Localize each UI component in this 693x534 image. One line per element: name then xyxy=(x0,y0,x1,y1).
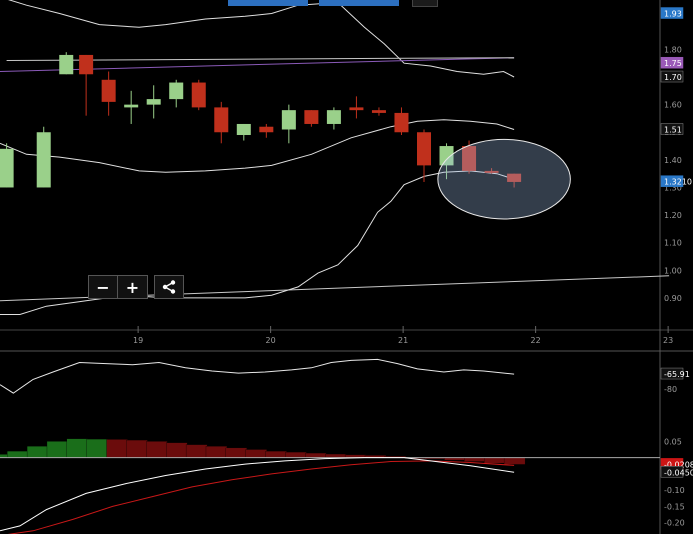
macd-tick-label: 0.05 xyxy=(664,437,682,446)
histogram-bar xyxy=(245,449,267,458)
price-tag-bg xyxy=(660,7,684,19)
y-tick-label: 1.10 xyxy=(664,239,682,248)
candle-body[interactable] xyxy=(281,110,296,130)
y-tick-label: 1.00 xyxy=(664,266,682,275)
candle-body[interactable] xyxy=(439,146,454,166)
toolbar-button-3[interactable] xyxy=(412,0,438,7)
histogram-bar xyxy=(46,441,69,458)
candle-body[interactable] xyxy=(59,54,74,75)
zoom-in-button[interactable]: + xyxy=(118,275,148,299)
histogram-bar xyxy=(285,451,307,458)
candle-body[interactable] xyxy=(484,170,499,173)
candle-body[interactable] xyxy=(169,82,184,100)
price-tag: 1.93 xyxy=(664,10,682,19)
candle-body[interactable] xyxy=(146,99,161,105)
y-tick-label: 0.90 xyxy=(664,294,682,303)
macd-tag: -0.0208 xyxy=(664,460,693,469)
x-tick-label: 21 xyxy=(398,336,408,345)
y-tick-label: 1.60 xyxy=(664,101,682,110)
macd-line xyxy=(0,457,515,532)
histogram-bar xyxy=(106,439,128,458)
y-tick-label: 1.80 xyxy=(664,45,682,54)
candle-body[interactable] xyxy=(79,54,94,75)
candle-body[interactable] xyxy=(462,146,477,171)
x-tick-label: 20 xyxy=(266,336,276,345)
histogram-bar xyxy=(464,457,486,462)
histogram-bar xyxy=(146,441,168,458)
zoom-controls: − + xyxy=(88,275,184,299)
x-tick-label: 23 xyxy=(663,336,673,345)
histogram-bar xyxy=(225,447,248,458)
histogram-bar xyxy=(185,444,208,458)
macd-tick-label: -0.10 xyxy=(664,486,685,495)
candle-body[interactable] xyxy=(349,107,364,111)
macd-tick-label: -0.15 xyxy=(664,502,685,511)
price-tag: 1.75 xyxy=(664,59,682,68)
histogram-bar xyxy=(325,453,347,458)
price-tag: 1.70 xyxy=(664,73,682,82)
macd-tag-bg xyxy=(660,466,684,478)
histogram-bar xyxy=(166,442,188,458)
histogram-bar xyxy=(66,438,88,458)
osc-tag-bg xyxy=(660,367,684,380)
price-tag-bg xyxy=(660,123,684,135)
toolbar-button-1[interactable] xyxy=(228,0,308,6)
middle-band-line xyxy=(0,119,515,173)
histogram-bar xyxy=(305,452,327,458)
lower-band-line xyxy=(0,170,515,315)
candle-body[interactable] xyxy=(0,148,14,188)
price-tag-bg xyxy=(660,175,684,187)
price-tag: 1.51 xyxy=(664,125,682,134)
candle-body[interactable] xyxy=(417,132,431,166)
candle-body[interactable] xyxy=(259,126,274,133)
signal-line xyxy=(7,460,515,534)
candle-body[interactable] xyxy=(371,110,386,113)
y-tick-label: 1.20 xyxy=(664,211,682,220)
price-tag-bg xyxy=(660,70,684,83)
histogram-bar xyxy=(503,457,526,465)
highlight-ellipse xyxy=(437,138,571,220)
candle-body[interactable] xyxy=(101,79,116,102)
zoom-group: − + xyxy=(88,275,148,299)
share-button[interactable] xyxy=(154,275,184,299)
histogram-bar xyxy=(205,446,228,458)
osc-tag: -65.91 xyxy=(664,370,690,379)
oscillator-line xyxy=(0,358,515,394)
macd-tag: -0.0450 xyxy=(664,468,693,477)
y-tick-label: 1.30 xyxy=(664,183,682,192)
histogram-bar xyxy=(265,450,287,458)
price-tag-bg xyxy=(660,56,684,69)
candle-body[interactable] xyxy=(507,173,522,182)
x-tick-label: 19 xyxy=(133,336,143,345)
candle-body[interactable] xyxy=(394,112,409,133)
histogram-bar xyxy=(26,446,49,458)
upper-band-line xyxy=(8,0,515,78)
candle-body[interactable] xyxy=(326,110,341,124)
histogram-bar xyxy=(86,438,108,458)
histogram-bar xyxy=(126,439,148,458)
zoom-out-button[interactable]: − xyxy=(88,275,118,299)
y-tick-label: 1.40 xyxy=(664,156,682,165)
candle-body[interactable] xyxy=(36,132,51,188)
histogram-bar xyxy=(7,450,29,458)
candle-body[interactable] xyxy=(124,104,139,108)
candle-body[interactable] xyxy=(191,82,206,108)
x-tick-label: 22 xyxy=(531,336,541,345)
toolbar-button-2[interactable] xyxy=(319,0,399,6)
candle-body[interactable] xyxy=(236,123,251,136)
share-icon xyxy=(162,280,176,294)
candle-body[interactable] xyxy=(304,110,319,124)
candle-body[interactable] xyxy=(214,107,229,133)
osc-tick-label: -80 xyxy=(664,385,677,394)
macd-tick-label: -0.20 xyxy=(664,519,685,528)
histogram-bar xyxy=(484,457,506,464)
price-tag: 1.3210 xyxy=(664,178,692,187)
